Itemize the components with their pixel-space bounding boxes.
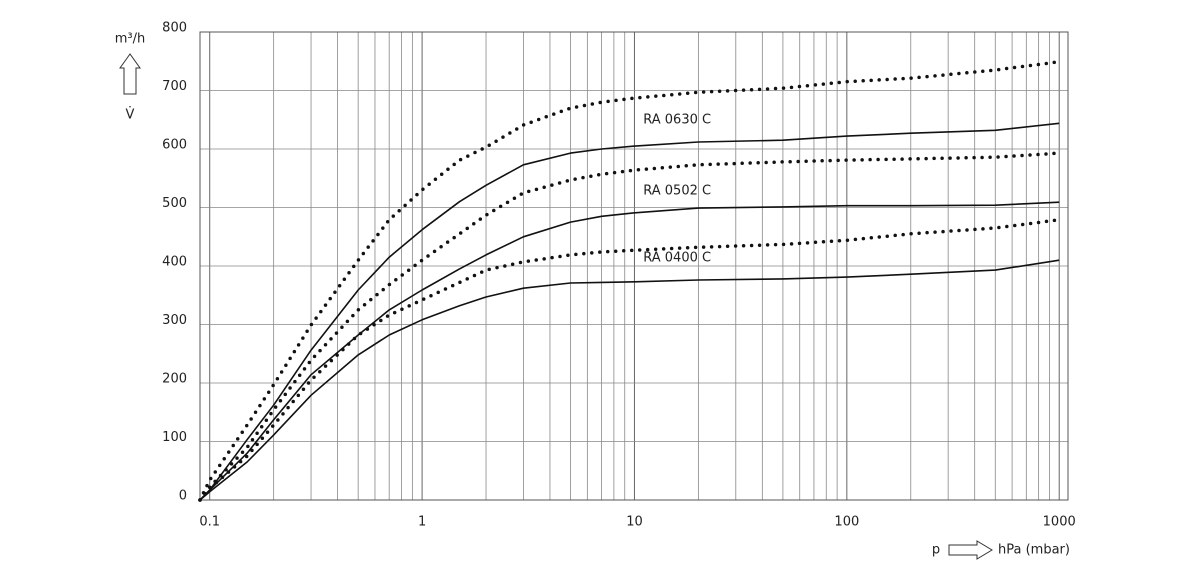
line-series <box>198 218 1061 502</box>
y-tick-label: 600 <box>162 138 187 153</box>
line-series <box>199 259 1060 501</box>
plot-frame <box>199 31 1069 501</box>
x-tick-label: 1 <box>418 515 426 530</box>
y-arrow <box>119 53 141 95</box>
y-axis-label: m³/h <box>115 32 146 47</box>
x-tick-label: 0.1 <box>199 515 220 530</box>
x-tick-label: 1000 <box>1043 515 1076 530</box>
annotation: RA 0502 C <box>643 184 711 199</box>
y-tick-label: 200 <box>162 372 187 387</box>
y-symbol: V̇ <box>126 107 135 122</box>
line-series <box>198 60 1061 502</box>
y-tick-label: 300 <box>162 313 187 328</box>
line-series <box>199 122 1060 501</box>
x-symbol: p <box>932 543 940 558</box>
x-tick-label: 100 <box>834 515 859 530</box>
x-arrow <box>948 540 993 560</box>
y-tick-label: 100 <box>162 430 187 445</box>
y-tick-label: 800 <box>162 21 187 36</box>
annotation: RA 0400 C <box>643 250 711 265</box>
annotation: RA 0630 C <box>643 112 711 127</box>
line-series <box>199 201 1060 501</box>
x-axis-label: hPa (mbar) <box>998 543 1070 558</box>
x-tick-label: 10 <box>626 515 643 530</box>
line-series <box>198 151 1061 502</box>
y-tick-label: 700 <box>162 79 187 94</box>
y-tick-label: 0 <box>179 489 187 504</box>
y-tick-label: 400 <box>162 255 187 270</box>
y-tick-label: 500 <box>162 196 187 211</box>
